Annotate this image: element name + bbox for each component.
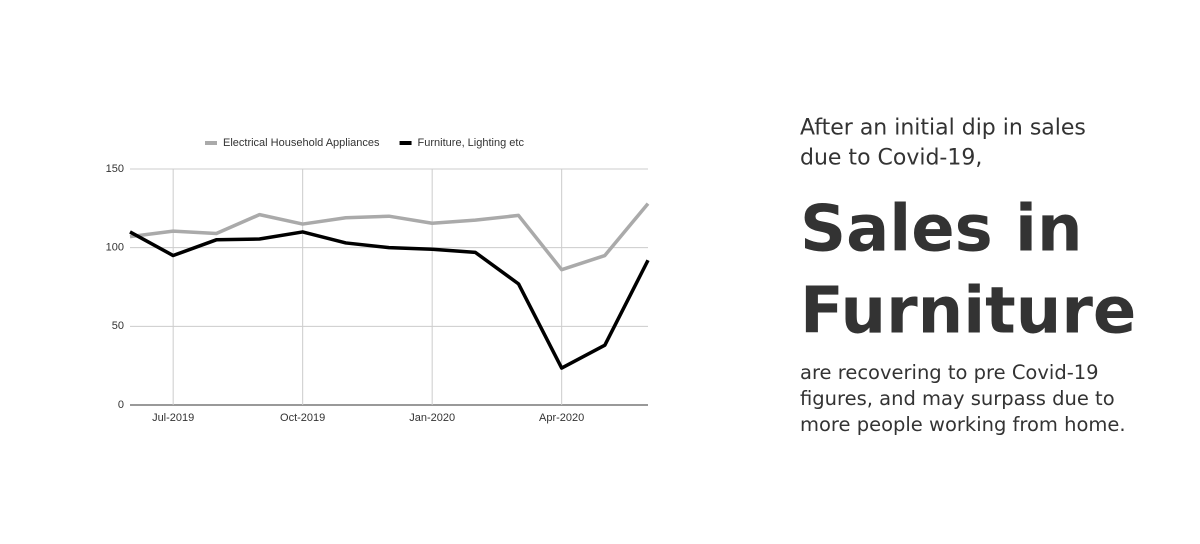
x-tick-label: Jul-2019	[152, 412, 194, 424]
legend-label: Electrical Household Appliances	[223, 137, 380, 149]
series-line	[129, 202, 650, 272]
series-line	[129, 230, 650, 370]
headline: Sales in	[800, 192, 1083, 266]
y-tick-label: 150	[106, 163, 124, 175]
paragraph-line: figures, and may surpass due to	[800, 387, 1115, 410]
chart: 0 50 100 150 Jul-2019 Oct-2019 Jan-2020 Apr-202…	[106, 137, 650, 424]
paragraph-line: After an initial dip in sales	[800, 116, 1086, 141]
legend-label: Furniture, Lighting etc	[418, 137, 525, 149]
y-tick-label: 0	[118, 399, 124, 411]
y-tick-label: 100	[106, 242, 124, 254]
paragraph-line: due to Covid-19,	[800, 146, 982, 171]
x-tick-label: Jan-2020	[409, 412, 455, 424]
side-text: After an initial dip in sales due to Covi…	[800, 116, 1136, 436]
x-tick-label: Apr-2020	[539, 412, 584, 424]
x-tick-label: Oct-2019	[280, 412, 325, 424]
paragraph-line: more people working from home.	[800, 413, 1126, 436]
y-tick-label: 50	[112, 320, 124, 332]
headline: Furniture	[800, 274, 1136, 348]
paragraph-line: are recovering to pre Covid-19	[800, 361, 1099, 384]
